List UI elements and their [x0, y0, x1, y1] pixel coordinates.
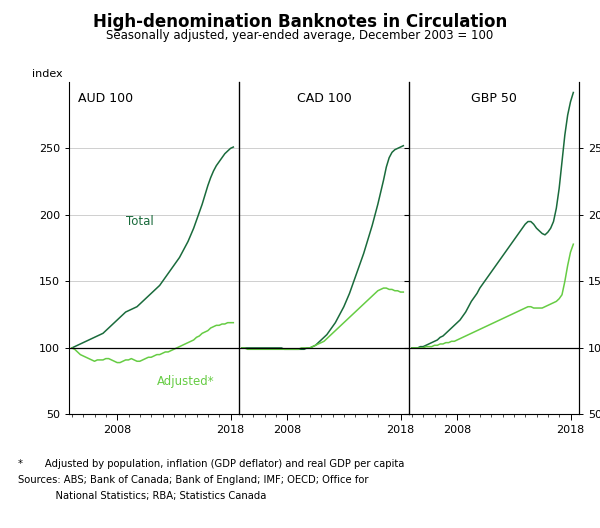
Text: Seasonally adjusted, year-ended average, December 2003 = 100: Seasonally adjusted, year-ended average,… [106, 29, 494, 42]
Text: GBP 50: GBP 50 [471, 92, 517, 105]
Text: *       Adjusted by population, inflation (GDP deflator) and real GDP per capita: * Adjusted by population, inflation (GDP… [18, 459, 404, 469]
Text: High-denomination Banknotes in Circulation: High-denomination Banknotes in Circulati… [93, 13, 507, 31]
Text: Adjusted*: Adjusted* [157, 375, 214, 388]
Text: index: index [599, 69, 600, 79]
Text: National Statistics; RBA; Statistics Canada: National Statistics; RBA; Statistics Can… [18, 491, 266, 501]
Text: CAD 100: CAD 100 [296, 92, 352, 105]
Text: index: index [32, 69, 62, 79]
Text: Total: Total [126, 215, 154, 228]
Text: AUD 100: AUD 100 [77, 92, 133, 105]
Text: Sources: ABS; Bank of Canada; Bank of England; IMF; OECD; Office for: Sources: ABS; Bank of Canada; Bank of En… [18, 475, 368, 485]
